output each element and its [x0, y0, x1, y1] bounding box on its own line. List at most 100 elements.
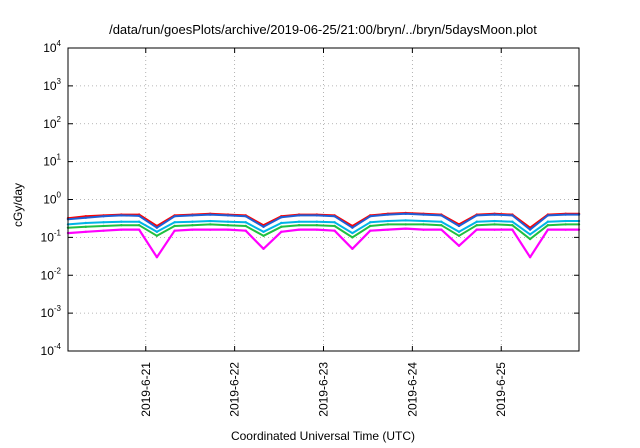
series-3-point	[493, 223, 496, 226]
series-3-point	[84, 225, 87, 229]
series-1-point	[315, 214, 319, 217]
series-1-point	[368, 215, 372, 218]
series-2-point	[546, 220, 550, 223]
x-tick-label: 2019-6-21	[139, 362, 153, 417]
series-2-point	[191, 220, 194, 223]
x-axis-label: Coordinated Universal Time (UTC)	[231, 429, 415, 443]
series-2-point	[315, 220, 319, 223]
series-1-point	[262, 225, 265, 229]
x-tick-label: 2019-6-25	[494, 362, 508, 417]
series-2-point	[333, 221, 336, 224]
series-2-point	[208, 219, 212, 223]
series-3-point	[511, 223, 514, 227]
series-3-point	[422, 223, 425, 226]
series-3-point	[173, 224, 176, 228]
series-1-point	[155, 226, 159, 229]
series-1-point	[475, 214, 478, 217]
series-2-point	[422, 219, 425, 223]
series-4-point	[120, 228, 123, 231]
series-1-point	[297, 214, 301, 217]
series-2-point	[386, 219, 390, 223]
series-3-point	[244, 224, 247, 228]
series-4-point	[262, 247, 265, 250]
series-2-point	[368, 221, 372, 224]
series-3-point	[528, 237, 532, 241]
series-3-point	[368, 224, 372, 228]
series-2-point	[528, 233, 532, 236]
series-4-point	[440, 228, 443, 231]
series-4-point	[315, 228, 319, 231]
series-2-point	[511, 220, 514, 223]
series-4-point	[475, 228, 478, 231]
y-tick-label: 10-1	[41, 228, 62, 244]
series-3-point	[102, 224, 105, 228]
series-1-point	[440, 214, 443, 217]
series-1-point	[280, 216, 283, 219]
series-3-point	[208, 223, 212, 226]
series-3-point	[546, 223, 550, 227]
series-4-point	[333, 229, 336, 232]
series-4-point	[386, 228, 390, 231]
series-2-point	[493, 219, 496, 223]
series-3-point	[386, 223, 390, 226]
series-2-point	[475, 220, 478, 223]
series-1-point	[333, 215, 336, 218]
series-4-point	[226, 228, 230, 231]
series-1-point	[457, 224, 461, 228]
x-tick-label: 2019-6-22	[228, 362, 242, 417]
series-1-point	[120, 214, 123, 217]
series-4-point	[155, 255, 159, 259]
series-3-point	[137, 223, 141, 227]
series-layer	[66, 211, 581, 259]
x-tick-label: 2019-6-24	[405, 362, 419, 417]
series-3-point	[351, 236, 354, 239]
series-1-point	[137, 214, 141, 218]
series-2-point	[280, 221, 283, 225]
series-2-point	[297, 220, 301, 223]
series-1-point	[191, 214, 194, 217]
series-3-point	[404, 223, 407, 226]
series-4-point	[422, 228, 425, 231]
grid	[68, 48, 579, 351]
series-2-point	[564, 219, 567, 223]
y-tick-label: 101	[43, 153, 61, 169]
series-4-point	[208, 228, 212, 231]
chart-title: /data/run/goesPlots/archive/2019-06-25/2…	[109, 22, 537, 37]
series-4-point	[84, 230, 87, 234]
series-2-point	[226, 220, 230, 223]
series-3-point	[564, 223, 567, 226]
series-3-point	[333, 224, 336, 228]
series-3-point	[457, 234, 461, 238]
series-2-point	[262, 230, 265, 234]
x-axis-ticks: 2019-6-21 2019-6-22 2019-6-23 2019-6-24 2019…	[139, 48, 508, 417]
series-3-point	[475, 223, 478, 227]
series-4-point	[244, 229, 247, 232]
series-4-point	[528, 255, 532, 259]
series-3-point	[226, 223, 230, 227]
series-2-point	[173, 221, 176, 224]
series-4-point	[191, 228, 194, 231]
y-axis-ticks: 104 103 102 101 100 10-1 10-2 10-3 10-4	[41, 39, 579, 358]
series-3-point	[440, 223, 443, 227]
series-3-point	[262, 234, 265, 238]
series-1-point	[208, 213, 212, 216]
series-3-point	[297, 223, 301, 227]
series-1-point	[102, 215, 105, 218]
series-1-point	[226, 214, 230, 217]
y-tick-label: 100	[43, 191, 61, 207]
series-1-point	[528, 228, 532, 231]
series-4-point	[546, 228, 550, 231]
series-2-point	[404, 219, 407, 222]
series-2-point	[457, 230, 461, 234]
series-4-point	[297, 228, 301, 231]
y-axis-label: cGy/day	[11, 183, 25, 227]
series-3-point	[191, 223, 194, 227]
series-1-point	[351, 226, 354, 229]
y-tick-label: 10-2	[41, 266, 62, 282]
series-1-point	[493, 213, 496, 216]
series-line-4	[67, 227, 579, 259]
y-tick-label: 104	[43, 39, 61, 55]
series-2-point	[120, 220, 123, 223]
series-3-point	[315, 223, 319, 227]
